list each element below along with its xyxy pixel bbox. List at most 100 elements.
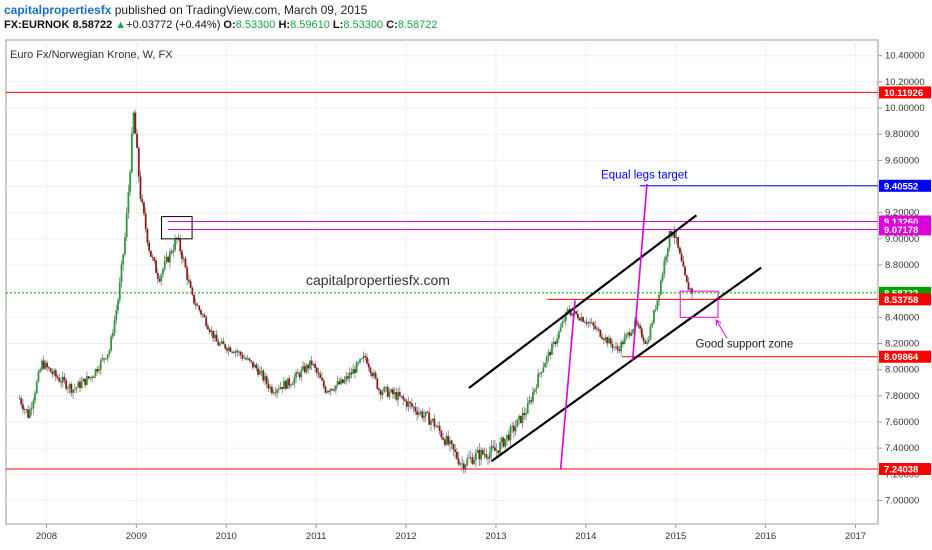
candle-body [405,400,408,407]
candle-body [630,333,633,336]
y-tick-label: 7.40000 [885,443,919,454]
candle-body [379,390,382,395]
candle-body [549,352,552,355]
candle-body [270,386,273,394]
candle-body [635,320,638,325]
candle-body [424,411,427,416]
candle-body [366,357,368,364]
candle-body [355,362,358,373]
low-label: L: [332,19,344,31]
candle-body [462,463,465,470]
candle-body [231,351,234,353]
candle-body [590,322,593,324]
candle-body [243,358,246,360]
candle-body [461,463,463,465]
candle-body [215,334,218,342]
published-text: published on TradingView.com, March 09, … [114,3,368,17]
candle-body [675,237,678,238]
candle-body [680,253,683,262]
candle-body [613,347,616,348]
candle-body [487,457,489,459]
price-label-bg [879,86,931,99]
candle-body [481,449,484,455]
low-value: 8.53300 [343,19,384,31]
candle-body [338,381,341,385]
candle-body [105,358,107,360]
candle-body [673,232,676,238]
candle-body [220,341,223,344]
candle-body [77,381,80,388]
candle-body [212,330,215,339]
candle-body [35,381,38,394]
annotations: Equal legs target Good support zone [601,170,793,351]
candle-body [122,254,125,265]
candle-body [232,351,235,353]
candle-body [96,368,99,372]
candle-body [66,388,69,389]
candle-body [523,412,526,416]
candle-body [239,351,242,356]
candle-body [468,457,470,459]
candle-body [417,412,420,415]
candle-body [474,452,477,460]
candle-body [440,431,443,438]
support-box [679,290,719,318]
candle-body [409,401,412,404]
author-link[interactable]: capitalpropertiesfx [4,3,112,17]
candle-body [269,386,272,389]
candle-body [279,386,282,390]
price-chart[interactable]: 2008 2009 2010 2011 2012 2013 2014 2015 2016 2017… [0,36,932,550]
candle-body [79,381,81,388]
candle-body [658,294,661,301]
candle-body [516,419,519,427]
candle-body [551,344,553,355]
candle-body [632,329,635,334]
publish-line: capitalpropertiesfx published on Trading… [4,3,367,17]
candle-body [172,250,175,253]
candle-body [647,339,650,343]
high-value: 8.59610 [290,19,330,31]
candle-body [587,322,590,324]
candle-body [196,305,199,307]
candle-body [618,349,621,352]
candle-body [205,317,208,327]
candle-body [222,341,225,345]
candle-body [160,274,163,282]
candle-body [226,348,228,351]
candle-body [371,372,374,377]
candle-body [480,449,482,460]
candle-body [72,389,74,393]
candle-body [257,368,259,375]
price-label: 9.07178 [884,225,918,236]
candle-body [545,356,548,364]
candle-body [328,391,330,392]
candle-body [210,330,213,332]
candle-body [411,403,413,407]
candle-body [685,275,688,283]
candle-body [682,261,685,267]
candle-body [255,364,258,369]
grid [6,40,878,524]
candle-body [265,376,268,384]
candle-body [561,321,564,328]
candle-body [303,366,306,373]
candle-body [241,355,244,359]
candle-body [82,378,85,382]
symbol-label[interactable]: FX:EURNOK [4,19,70,31]
candle-body [492,446,495,448]
candle-body [317,372,320,375]
candle-body [302,366,304,370]
candle-body [454,449,457,452]
y-tick-label: 7.80000 [885,391,919,402]
candle-body [392,389,394,395]
candle-body [554,341,557,344]
y-tick-label: 8.40000 [885,312,919,323]
resistance-box [161,216,193,240]
candle-body [563,320,565,322]
candle-body [609,338,612,344]
chart-title: Euro Fx/Norwegian Krone, W, FX [10,49,173,61]
candle-body [117,300,119,311]
candle-body [362,355,365,359]
ohlc-line: FX:EURNOK 8.58722 ▲+0.03772 (+0.44%) O:8… [4,19,438,31]
candle-body [137,147,140,177]
